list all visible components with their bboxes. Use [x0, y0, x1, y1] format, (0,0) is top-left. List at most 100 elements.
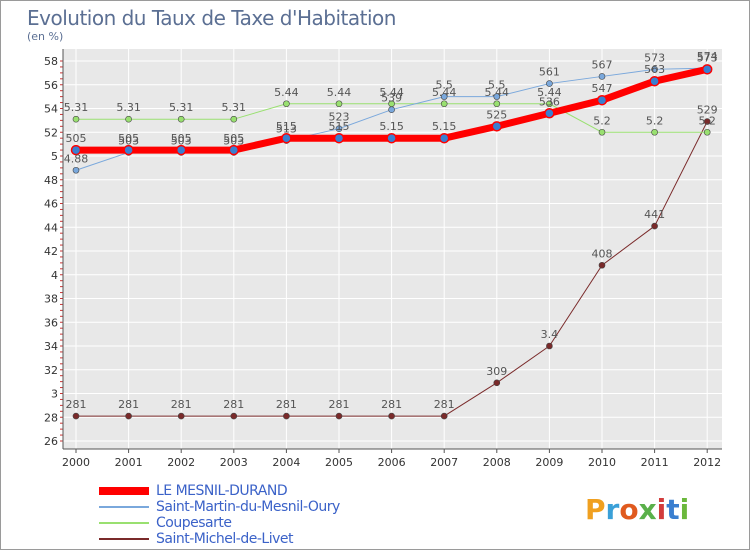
- data-point: [493, 379, 501, 387]
- data-point: [598, 261, 606, 269]
- data-point: [701, 64, 713, 75]
- legend-item: Saint-Martin-du-Mesnil-Oury: [99, 499, 399, 515]
- data-point: [546, 80, 553, 87]
- data-point: [283, 412, 290, 420]
- data-point: [546, 100, 553, 108]
- data-label: 5.15: [432, 120, 457, 133]
- data-label: 5.44: [379, 86, 404, 99]
- data-point: [281, 132, 292, 144]
- logo-letter: i: [679, 493, 690, 526]
- y-tick-label: 58: [44, 55, 58, 68]
- data-label: 5.44: [485, 86, 510, 99]
- data-label: 523: [329, 111, 350, 124]
- data-point: [440, 412, 448, 420]
- data-point: [72, 115, 80, 123]
- data-label: 567: [592, 58, 613, 71]
- data-label: 5.31: [116, 101, 141, 114]
- y-tick-label: 38: [44, 293, 58, 306]
- logo-letter: r: [605, 493, 620, 526]
- data-label: 281: [171, 398, 192, 411]
- y-tick-label: 32: [44, 364, 58, 377]
- plot-area: [63, 49, 722, 449]
- y-tick-label: 34: [44, 340, 58, 353]
- data-label: 5.2: [698, 114, 716, 127]
- data-label: 525: [486, 108, 507, 121]
- data-point: [651, 128, 658, 136]
- data-label: 5.44: [432, 86, 457, 99]
- data-point: [598, 73, 606, 80]
- data-point: [596, 94, 608, 106]
- x-tick-label: 2009: [535, 456, 563, 469]
- y-tick-label: 26: [44, 435, 58, 448]
- data-point: [388, 106, 395, 113]
- data-point: [283, 100, 290, 108]
- data-label: 574: [697, 50, 718, 63]
- data-label: 503: [223, 134, 244, 147]
- data-label: 505: [66, 132, 87, 145]
- data-label: 5.2: [646, 114, 664, 127]
- data-label: 281: [381, 398, 402, 411]
- x-tick-label: 2000: [62, 456, 90, 469]
- legend-item: Saint-Michel-de-Livet: [99, 531, 399, 547]
- data-label: 561: [539, 66, 560, 79]
- data-label: 573: [697, 51, 718, 64]
- data-point: [123, 144, 134, 156]
- data-point: [72, 412, 80, 420]
- data-point: [125, 115, 132, 123]
- data-label: 536: [539, 95, 560, 108]
- y-tick-label: 48: [44, 174, 58, 187]
- chart-subtitle: (en %): [27, 30, 64, 43]
- y-tick-label: 5: [51, 150, 58, 163]
- data-label: 503: [171, 134, 192, 147]
- y-tick-label: 28: [44, 411, 58, 424]
- data-point: [703, 128, 711, 136]
- data-point: [440, 100, 448, 108]
- data-label: 281: [66, 398, 87, 411]
- data-point: [440, 93, 448, 100]
- y-tick-label: 4: [51, 269, 58, 282]
- data-point: [72, 166, 80, 174]
- data-label: 281: [276, 398, 297, 411]
- data-point: [386, 132, 397, 144]
- legend-item: LE MESNIL-DURAND: [99, 483, 399, 499]
- data-point: [125, 412, 132, 420]
- legend-label: Coupesarte: [156, 515, 232, 531]
- logo-letter: o: [619, 493, 639, 526]
- legend-swatch: [99, 506, 149, 508]
- data-point: [228, 144, 240, 156]
- data-label: 3.4: [541, 328, 559, 341]
- data-label: 281: [118, 398, 139, 411]
- y-tick-label: 54: [44, 103, 58, 116]
- data-point: [177, 115, 185, 123]
- x-tick-label: 2011: [641, 456, 669, 469]
- data-label: 515: [329, 120, 350, 133]
- legend-swatch: [99, 487, 149, 495]
- legend-label: Saint-Michel-de-Livet: [156, 531, 294, 547]
- legend-label: Saint-Martin-du-Mesnil-Oury: [156, 499, 340, 515]
- data-label: 281: [329, 398, 350, 411]
- data-point: [491, 121, 503, 132]
- data-label: 408: [592, 247, 613, 260]
- data-label: 5.15: [379, 120, 404, 133]
- data-point: [651, 66, 658, 73]
- data-label: 5.5: [435, 79, 453, 92]
- y-tick-label: 36: [44, 316, 58, 329]
- data-label: 505: [171, 132, 192, 145]
- x-tick-label: 2008: [483, 456, 511, 469]
- data-point: [335, 100, 343, 108]
- legend-swatch: [99, 522, 149, 524]
- data-point: [388, 412, 395, 420]
- x-tick-label: 2007: [430, 456, 458, 469]
- data-label: 563: [644, 63, 665, 76]
- legend-label: LE MESNIL-DURAND: [156, 483, 288, 499]
- x-tick-label: 2006: [378, 456, 406, 469]
- logo-letter: P: [585, 493, 606, 526]
- logo-letter: i: [656, 493, 667, 526]
- data-label: 5.31: [169, 101, 194, 114]
- data-point: [598, 128, 606, 136]
- legend: LE MESNIL-DURAND Saint-Martin-du-Mesnil-O…: [99, 483, 399, 547]
- legend-item: Coupesarte: [99, 515, 399, 531]
- y-tick-label: 42: [44, 245, 58, 258]
- y-tick-label: 56: [44, 79, 58, 92]
- data-point: [230, 115, 238, 123]
